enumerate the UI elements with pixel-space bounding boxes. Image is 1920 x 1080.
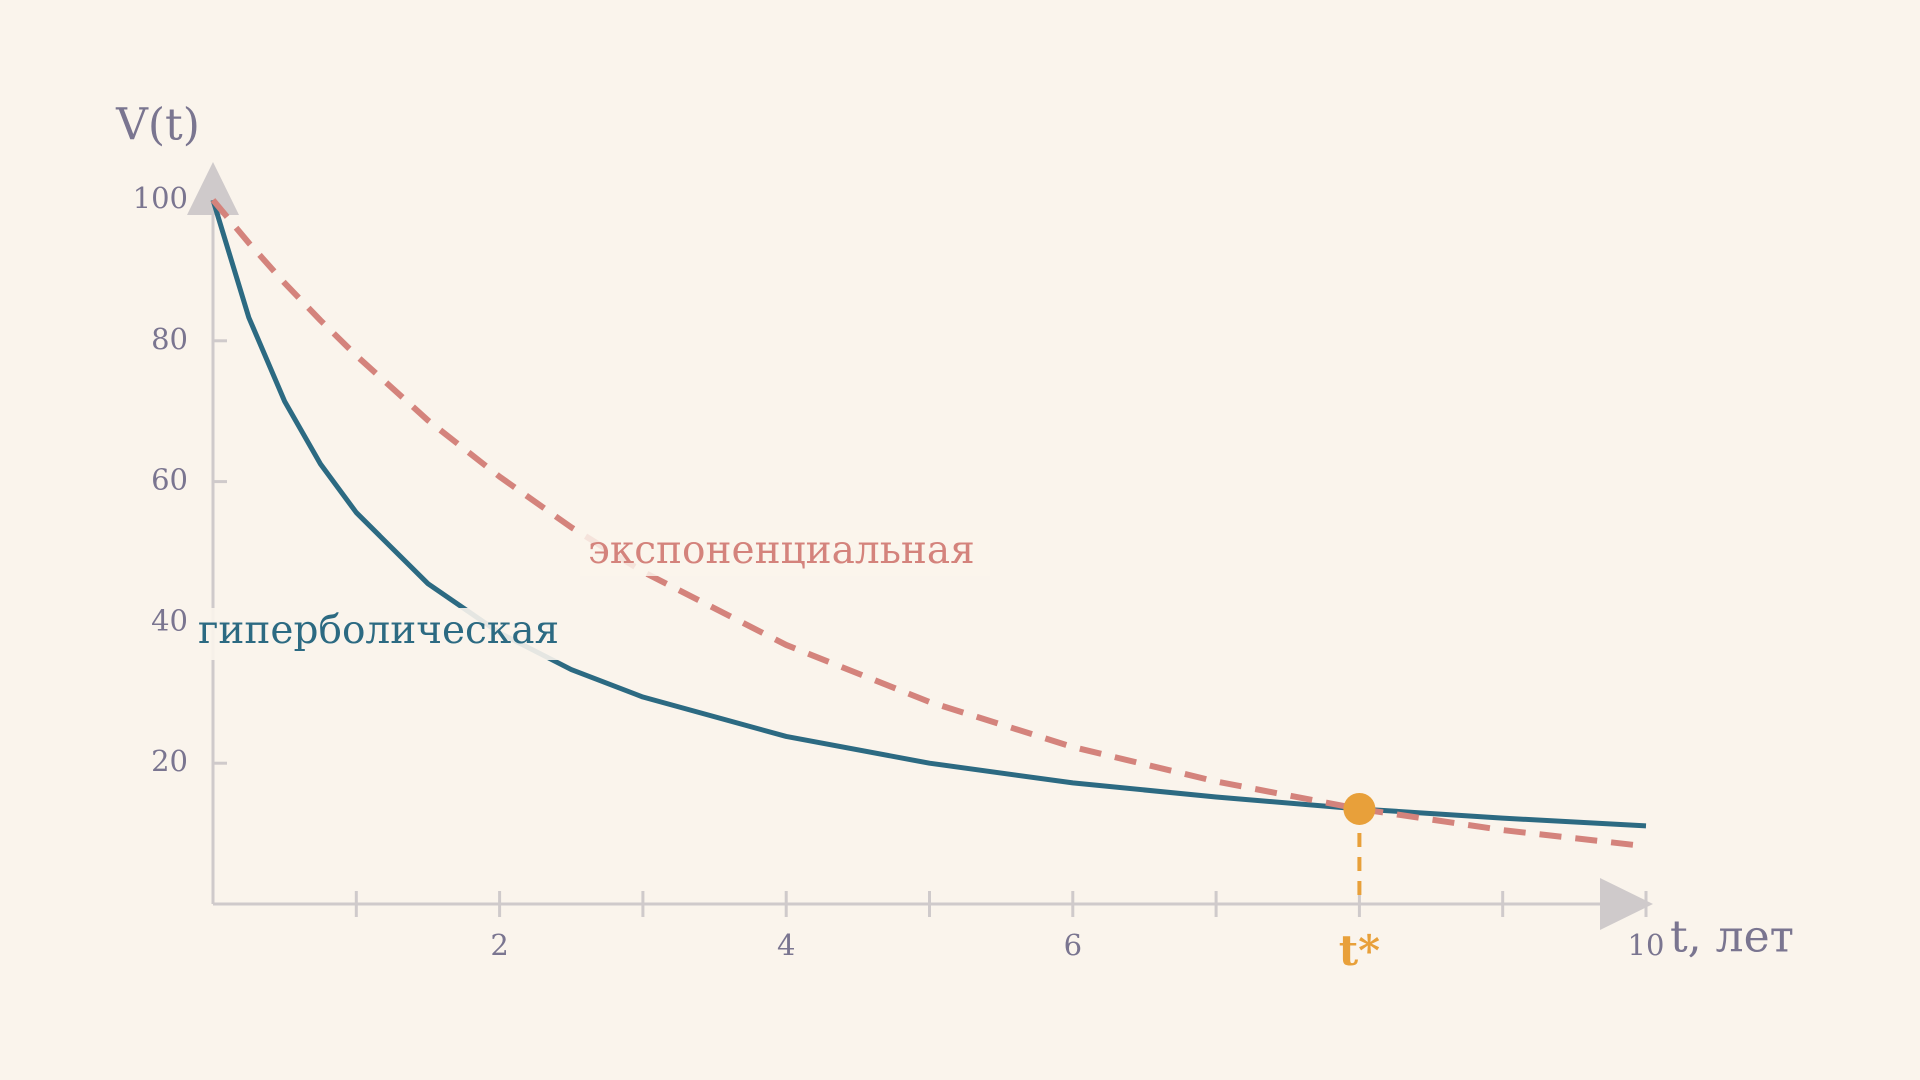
y-axis-arrow	[187, 162, 239, 215]
y-tick-label: 20	[151, 744, 188, 778]
y-tick-label: 60	[151, 463, 188, 497]
x-axis-arrow	[1600, 878, 1653, 930]
x-tick-label: 6	[1064, 928, 1082, 962]
label-backdrop	[580, 530, 990, 576]
label-backdrop	[195, 608, 575, 660]
y-tick-label: 40	[151, 603, 188, 637]
y-tick-label: 100	[133, 181, 188, 215]
series-label: экспоненциальная	[588, 528, 975, 573]
series-line	[210, 199, 1647, 829]
y-tick-label: 80	[151, 322, 188, 356]
x-tick-label: 10	[1628, 928, 1665, 962]
crossing-label: t*	[1339, 926, 1380, 975]
x-tick-label: 2	[490, 928, 508, 962]
crossing-point	[1343, 792, 1376, 825]
x-axis-label: t, лет	[1670, 912, 1794, 963]
y-axis-label: V(t)	[115, 100, 200, 151]
x-tick-label: 4	[777, 928, 795, 962]
series-label: гиперболическая	[198, 608, 559, 653]
